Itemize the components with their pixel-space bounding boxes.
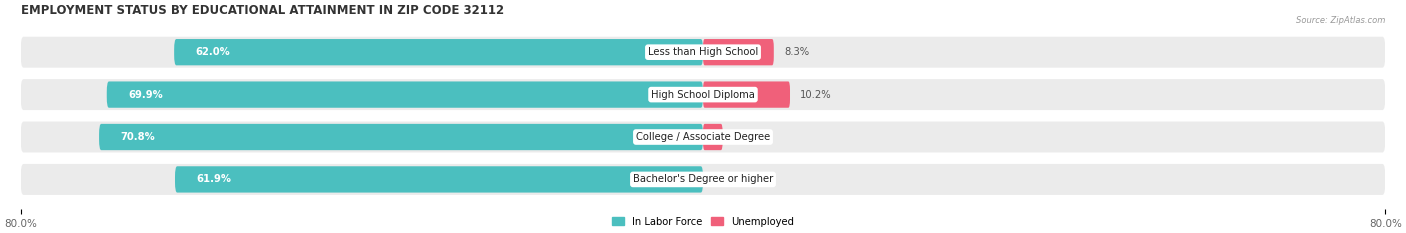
- Text: Bachelor's Degree or higher: Bachelor's Degree or higher: [633, 175, 773, 185]
- Text: 70.8%: 70.8%: [121, 132, 155, 142]
- Text: College / Associate Degree: College / Associate Degree: [636, 132, 770, 142]
- FancyBboxPatch shape: [21, 37, 1385, 68]
- FancyBboxPatch shape: [98, 124, 703, 150]
- FancyBboxPatch shape: [174, 166, 703, 192]
- Text: 8.3%: 8.3%: [785, 47, 810, 57]
- FancyBboxPatch shape: [107, 82, 703, 108]
- FancyBboxPatch shape: [703, 39, 773, 65]
- FancyBboxPatch shape: [21, 164, 1385, 195]
- FancyBboxPatch shape: [21, 79, 1385, 110]
- Text: 62.0%: 62.0%: [195, 47, 231, 57]
- Text: Source: ZipAtlas.com: Source: ZipAtlas.com: [1295, 16, 1385, 25]
- Legend: In Labor Force, Unemployed: In Labor Force, Unemployed: [612, 216, 794, 226]
- FancyBboxPatch shape: [21, 122, 1385, 152]
- Text: 61.9%: 61.9%: [197, 175, 232, 185]
- FancyBboxPatch shape: [703, 82, 790, 108]
- Text: Less than High School: Less than High School: [648, 47, 758, 57]
- Text: High School Diploma: High School Diploma: [651, 90, 755, 99]
- FancyBboxPatch shape: [174, 39, 703, 65]
- Text: 69.9%: 69.9%: [128, 90, 163, 99]
- Text: 10.2%: 10.2%: [800, 90, 832, 99]
- FancyBboxPatch shape: [703, 124, 723, 150]
- Text: 2.3%: 2.3%: [733, 132, 758, 142]
- Text: 0.0%: 0.0%: [713, 175, 738, 185]
- Text: EMPLOYMENT STATUS BY EDUCATIONAL ATTAINMENT IN ZIP CODE 32112: EMPLOYMENT STATUS BY EDUCATIONAL ATTAINM…: [21, 4, 503, 17]
